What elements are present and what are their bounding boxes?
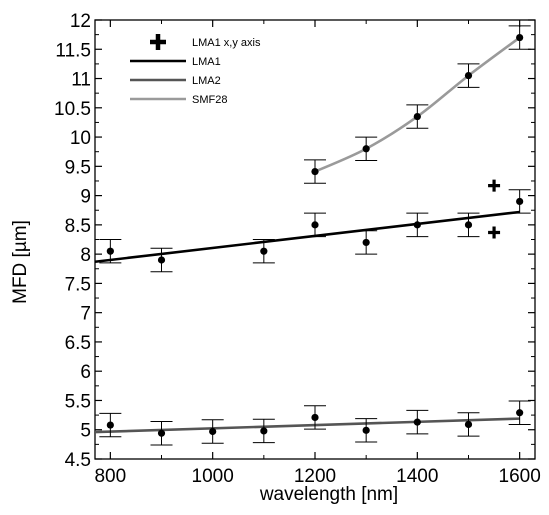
lma2-point <box>106 421 114 429</box>
y-tick-label: 11 <box>71 70 91 91</box>
y-axis-title: MFD [µm] <box>10 220 31 304</box>
lma1-x-y-axis-point <box>488 226 501 239</box>
lma2-point <box>413 418 421 426</box>
lma1-point <box>311 221 319 229</box>
x-tick-label: 800 <box>94 466 126 487</box>
plot-frame <box>94 19 536 460</box>
lma2-point <box>209 427 217 436</box>
legend-label: LMA2 <box>192 75 221 87</box>
lma2-point <box>157 429 166 437</box>
y-tick-label: 10.5 <box>54 99 91 120</box>
smf28-point <box>311 168 319 176</box>
legend-item: LMA1 <box>130 56 221 68</box>
legend-label: SMF28 <box>192 94 227 106</box>
y-tick-label: 10 <box>70 128 91 149</box>
lma1-x-y-axis-point <box>488 179 501 192</box>
y-tick-label: 6 <box>80 362 91 383</box>
y-tick-label: 9 <box>80 187 91 208</box>
y-tick-label: 11.5 <box>55 40 91 61</box>
lma1-point <box>260 247 268 255</box>
y-tick-label: 12 <box>70 11 91 32</box>
lma1-point <box>157 256 166 264</box>
lma2-point <box>311 413 319 422</box>
lma1-point <box>362 238 370 247</box>
legend-label: LMA1 x,y axis <box>192 37 261 49</box>
legend-item: LMA2 <box>130 75 221 87</box>
y-tick-label: 9.5 <box>65 157 91 178</box>
y-tick-label: 5 <box>80 421 91 442</box>
y-tick-label: 5.5 <box>65 391 91 412</box>
y-tick-label: 7 <box>80 304 91 325</box>
lma1-point <box>413 221 421 229</box>
x-tick-label: 1000 <box>192 466 234 487</box>
legend-item: LMA1 x,y axis <box>150 34 261 50</box>
legend: LMA1 x,y axis LMA1 LMA2 SMF28 <box>130 34 261 106</box>
legend-plus-icon <box>150 34 166 50</box>
lma2-point <box>362 426 370 434</box>
smf28-point <box>464 72 473 80</box>
y-tick-label: 6.5 <box>65 333 91 354</box>
error-bars <box>99 25 531 446</box>
lma1-point <box>106 247 114 255</box>
x-tick-label: 1600 <box>499 466 541 487</box>
x-tick-label: 1400 <box>396 466 438 487</box>
y-tick-label: 8 <box>80 245 91 266</box>
y-tick-label: 7.5 <box>65 274 91 295</box>
smf28-point <box>516 33 524 42</box>
x-axis-title: wavelength [nm] <box>259 484 398 505</box>
x-tick-label: 1200 <box>294 466 336 487</box>
lma1-point <box>464 221 473 229</box>
lma2-point <box>260 427 268 435</box>
smf28-point <box>413 112 421 121</box>
lma2-point <box>464 420 473 429</box>
axes-layer: 4.5 5 5.5 6 6.5 7 7.5 8 8.5 9 9.5 10 10.5 11 11.5 12 800… <box>54 11 541 487</box>
fit-lines <box>94 36 521 434</box>
y-tick-label: 8.5 <box>65 216 91 237</box>
legend-label: LMA1 <box>192 56 221 68</box>
lma2-fit-line <box>94 417 520 434</box>
lma2-point <box>516 409 524 417</box>
data-points <box>106 33 524 437</box>
smf28-point <box>362 145 370 153</box>
legend-item: SMF28 <box>130 94 227 106</box>
lma1-point <box>516 197 524 206</box>
y-tick-label: 4.5 <box>65 450 91 471</box>
